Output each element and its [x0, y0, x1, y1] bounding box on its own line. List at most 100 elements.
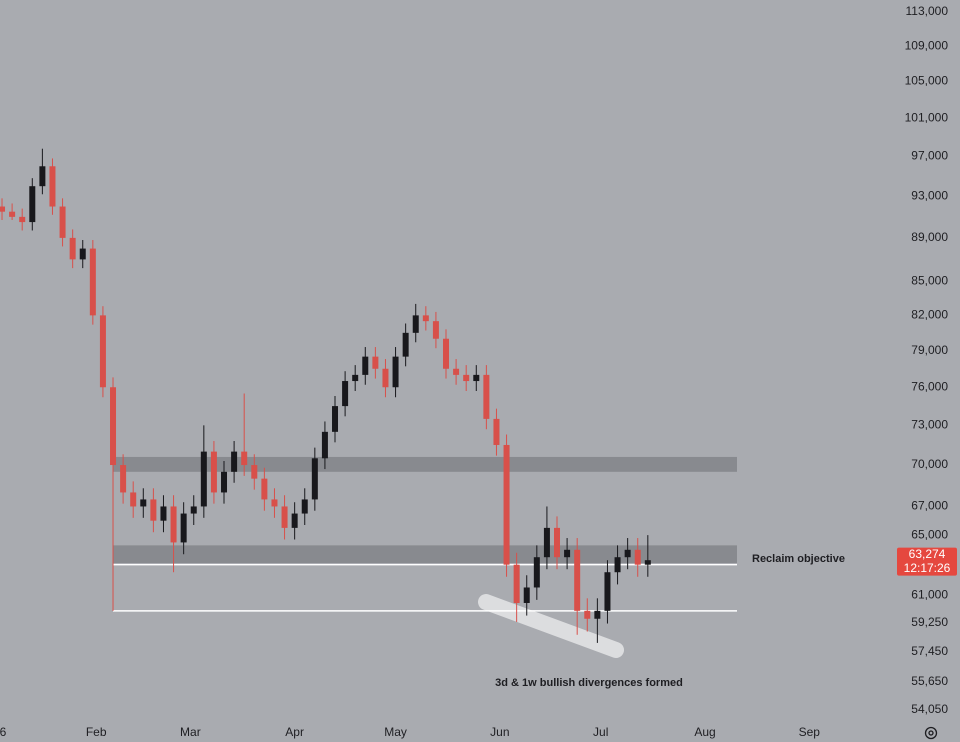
y-tick-label: 55,650	[911, 674, 948, 688]
candle-body	[342, 381, 349, 407]
y-tick-label: 76,000	[911, 379, 948, 393]
y-tick-label: 82,000	[911, 308, 948, 322]
candle-body	[533, 557, 540, 588]
candle-body	[422, 315, 429, 322]
x-tick-label: May	[384, 725, 407, 739]
y-tick-label: 101,000	[905, 110, 949, 124]
y-tick-label: 54,050	[911, 702, 948, 716]
candle-body	[291, 513, 298, 528]
candle-body	[231, 451, 238, 472]
candle-body	[473, 374, 480, 382]
candle-body	[554, 527, 561, 558]
candle-body	[574, 549, 581, 611]
y-tick-label: 113,000	[906, 4, 949, 18]
candle-body	[150, 499, 157, 521]
y-tick-label: 89,000	[911, 230, 948, 244]
candles	[0, 148, 651, 643]
candle-body	[503, 444, 510, 565]
x-tick-label: Sep	[799, 725, 821, 739]
candle-body	[584, 610, 591, 619]
candle-body	[49, 166, 56, 207]
candle-body	[99, 315, 106, 388]
candle-body	[453, 368, 460, 375]
annotation: Reclaim objective	[752, 553, 845, 565]
countdown: 12:17:26	[904, 561, 951, 575]
candle-body	[301, 499, 308, 514]
settings-ring[interactable]	[924, 726, 938, 740]
candle-body	[372, 356, 379, 369]
candle-body	[402, 332, 409, 357]
annotation: 3d & 1w bullish divergences formed	[495, 677, 683, 689]
candle-body	[634, 549, 641, 565]
candle-body	[483, 374, 490, 419]
candle-body	[271, 499, 278, 507]
y-tick-label: 61,000	[911, 587, 948, 601]
settings-icon[interactable]	[924, 726, 938, 740]
candle-body	[9, 211, 16, 217]
candle-body	[110, 387, 117, 466]
x-tick-label: Jul	[593, 725, 608, 739]
candle-body	[281, 506, 288, 528]
last-price: 63,274	[909, 547, 946, 561]
candle-body	[39, 166, 46, 187]
candle-body	[190, 506, 197, 514]
candle-body	[89, 248, 96, 316]
zone	[113, 545, 737, 564]
candle-body	[604, 572, 611, 611]
zones	[113, 456, 737, 612]
x-tick-label: Apr	[285, 725, 304, 739]
candle-body	[69, 237, 76, 260]
candle-body	[443, 338, 450, 369]
settings-core[interactable]	[928, 730, 934, 736]
candle-body	[29, 186, 36, 223]
zone	[113, 456, 737, 472]
candle-body	[79, 248, 86, 260]
candle-body	[210, 451, 217, 493]
candle-body	[382, 368, 389, 388]
candle-body	[362, 356, 369, 375]
y-tick-label: 73,000	[911, 418, 948, 432]
x-tick-label: 6	[0, 725, 7, 739]
candle-body	[241, 451, 248, 466]
y-tick-label: 70,000	[911, 457, 948, 471]
candle-body	[140, 499, 147, 507]
candle-body	[321, 431, 328, 459]
price-tag	[897, 547, 957, 576]
y-tick-label: 59,250	[911, 615, 948, 629]
candle-body	[120, 465, 127, 493]
candle-body	[160, 506, 167, 521]
candle-body	[412, 315, 419, 333]
candle-body	[392, 356, 399, 388]
candle-body	[594, 610, 601, 619]
candle-body	[614, 557, 621, 573]
y-tick-label: 65,000	[911, 527, 948, 541]
candle-body	[170, 506, 177, 543]
candle-body	[564, 549, 571, 558]
y-tick-label: 93,000	[911, 188, 948, 202]
candle-body	[644, 560, 651, 565]
candle-body	[463, 374, 470, 382]
y-tick-label: 105,000	[905, 74, 949, 88]
candle-body	[432, 321, 439, 339]
candle-body	[513, 564, 520, 603]
y-tick-label: 57,450	[911, 644, 948, 658]
candle-body	[251, 465, 258, 479]
candle-body	[261, 478, 268, 500]
candle-body	[0, 206, 6, 212]
candle-body	[59, 206, 66, 238]
y-tick-label: 109,000	[905, 38, 949, 52]
candle-body	[332, 406, 339, 432]
candle-body	[311, 458, 318, 500]
candle-body	[523, 587, 530, 603]
y-tick-label: 85,000	[911, 274, 948, 288]
y-tick-label: 79,000	[911, 343, 948, 357]
divergence-highlight	[478, 594, 624, 658]
x-tick-label: Aug	[694, 725, 715, 739]
y-tick-label: 67,000	[911, 499, 948, 513]
candle-body	[624, 549, 631, 558]
candle-body	[352, 374, 359, 382]
candle-body	[200, 451, 207, 507]
